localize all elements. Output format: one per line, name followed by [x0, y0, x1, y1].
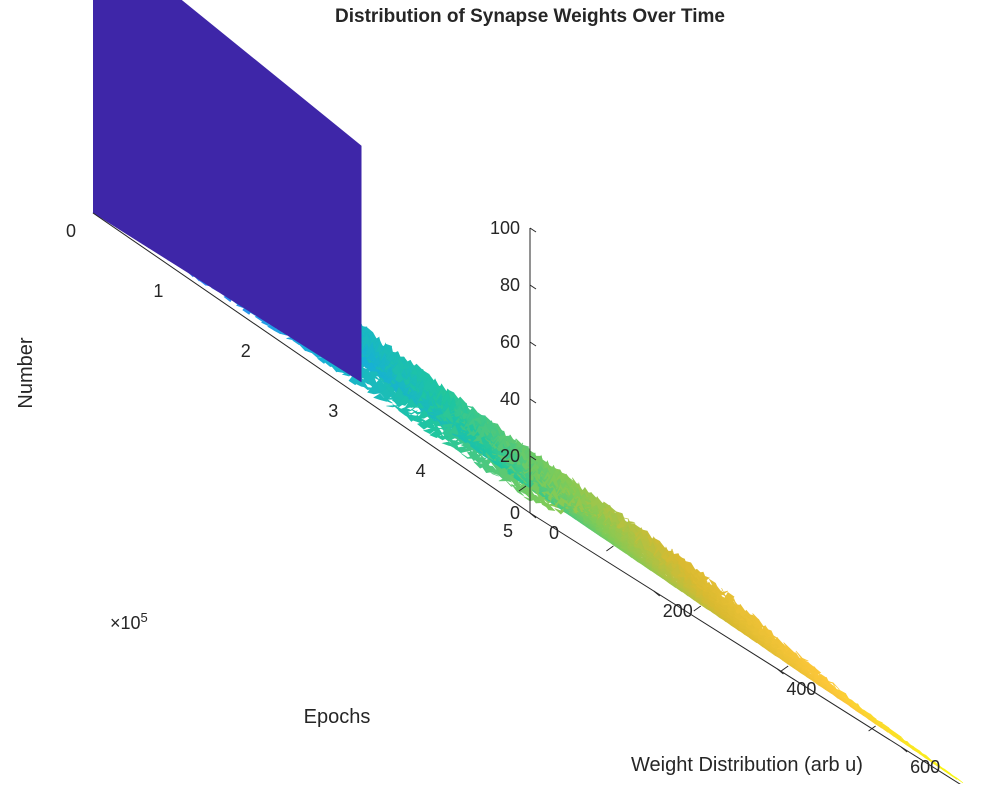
- z-tick-label: 80: [500, 275, 520, 295]
- weight-tick-mark: [530, 513, 536, 518]
- weight-tick-mark: [901, 747, 907, 752]
- z-axis-label: Number: [15, 337, 37, 408]
- weight-tick-mark: [654, 591, 660, 596]
- y-axis-label: Epochs: [304, 706, 371, 728]
- epoch-tick-label: 0: [66, 221, 76, 241]
- chart-title: Distribution of Synapse Weights Over Tim…: [335, 6, 725, 27]
- z-tick-mark: [530, 228, 536, 232]
- z-tick-label: 100: [490, 218, 520, 238]
- epoch-tick-mark: [781, 666, 788, 671]
- z-tick-label: 0: [510, 503, 520, 523]
- weight-tick-label: 600: [910, 757, 940, 777]
- z-tick-label: 20: [500, 446, 520, 466]
- y-exponent-label: ×105: [110, 610, 148, 633]
- z-tick-mark: [530, 285, 536, 289]
- epoch-tick-mark: [606, 546, 613, 551]
- z-tick-mark: [530, 399, 536, 403]
- spike-wall: [93, 0, 362, 382]
- weight-axis-line: [530, 513, 963, 784]
- weight-tick-label: 0: [549, 523, 559, 543]
- y-exponent-base: ×10: [110, 613, 141, 633]
- epoch-tick-mark: [694, 606, 701, 611]
- epoch-tick-label: 2: [241, 341, 251, 361]
- z-tick-label: 60: [500, 332, 520, 352]
- z-tick-label: 40: [500, 389, 520, 409]
- weight-tick-label: 400: [786, 679, 816, 699]
- epoch-tick-label: 4: [416, 461, 426, 481]
- surface-plot: [93, 0, 963, 783]
- x-axis-label: Weight Distribution (arb u): [631, 754, 863, 776]
- weight-tick-label: 200: [663, 601, 693, 621]
- epoch-tick-label: 3: [328, 401, 338, 421]
- epoch-tick-label: 1: [153, 281, 163, 301]
- y-exponent-power: 5: [141, 610, 148, 625]
- z-tick-mark: [530, 342, 536, 346]
- epoch-tick-label: 5: [503, 521, 513, 541]
